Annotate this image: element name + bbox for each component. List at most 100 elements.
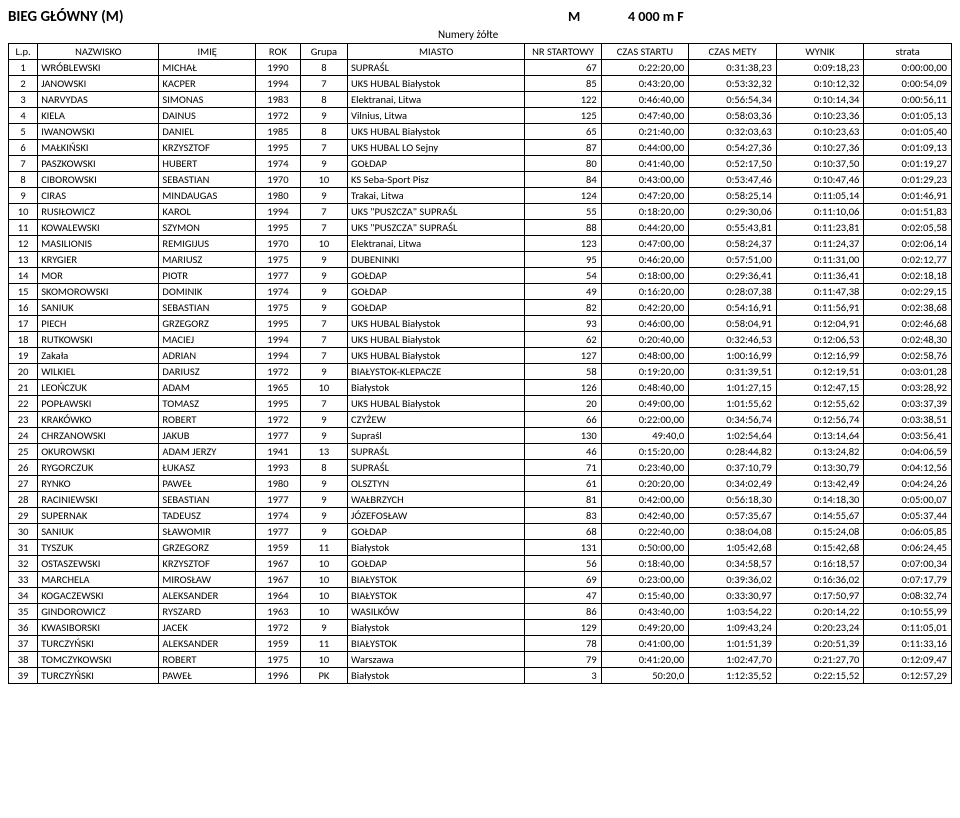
cell: 1967 [255,556,300,572]
cell: 33 [9,572,38,588]
cell: JAKUB [159,428,256,444]
cell: 30 [9,524,38,540]
cell: 1977 [255,428,300,444]
cell: 10 [300,172,347,188]
cell: TYSZUK [38,540,159,556]
cell: 0:03:01,28 [864,364,952,380]
cell: 0:14:55,67 [776,508,864,524]
cell: TURCZYŃSKI [38,668,159,684]
cell: 0:06:24,45 [864,540,952,556]
cell: ADRIAN [159,348,256,364]
cell: 1959 [255,540,300,556]
cell: 79 [525,652,601,668]
cell: CIRAS [38,188,159,204]
table-row: 3NARVYDASSIMONAS19838Elektranai, Litwa12… [9,92,952,108]
cell: PIOTR [159,268,256,284]
cell: RYGORCZUK [38,460,159,476]
cell: 1:02:47,70 [689,652,777,668]
cell: 0:15:20,00 [601,444,689,460]
cell: 13 [300,444,347,460]
table-row: 33MARCHELAMIROSŁAW196710BIAŁYSTOK690:23:… [9,572,952,588]
cell: 1995 [255,396,300,412]
cell: 1994 [255,348,300,364]
cell: GOŁDAP [347,268,524,284]
cell: 0:14:18,30 [776,492,864,508]
cell: MOR [38,268,159,284]
table-row: 21LEOŃCZUKADAM196510Białystok1260:48:40,… [9,380,952,396]
table-row: 9CIRASMINDAUGAS19809Trakai, Litwa1240:47… [9,188,952,204]
cell: 28 [9,492,38,508]
cell: DAINUS [159,108,256,124]
cell: 0:06:05,85 [864,524,952,540]
cell: 26 [9,460,38,476]
cell: 0:41:00,00 [601,636,689,652]
cell: 1996 [255,668,300,684]
cell: GINDOROWICZ [38,604,159,620]
cell: 0:01:05,13 [864,108,952,124]
cell: 0:03:38,51 [864,412,952,428]
cell: 0:53:47,46 [689,172,777,188]
cell: 0:10:37,50 [776,156,864,172]
cell: POPŁAWSKI [38,396,159,412]
cell: UKS HUBAL Białystok [347,348,524,364]
table-row: 20WILKIELDARIUSZ19729BIAŁYSTOK-KLEPACZE5… [9,364,952,380]
cell: 0:02:48,30 [864,332,952,348]
cell: Białystok [347,668,524,684]
cell: DARIUSZ [159,364,256,380]
cell: 0:18:20,00 [601,204,689,220]
table-row: 7PASZKOWSKIHUBERT19749GOŁDAP800:41:40,00… [9,156,952,172]
cell: 0:55:43,81 [689,220,777,236]
cell: 0:03:37,39 [864,396,952,412]
cell: ADAM JERZY [159,444,256,460]
cell: 1965 [255,380,300,396]
cell: GRZEGORZ [159,316,256,332]
cell: 11 [300,540,347,556]
cell: 1974 [255,508,300,524]
cell: 0:04:12,56 [864,460,952,476]
cell: KWASIBORSKI [38,620,159,636]
cell: 9 [300,524,347,540]
cell: Białystok [347,620,524,636]
cell: 9 [300,508,347,524]
table-row: 30SANIUKSŁAWOMIR19779GOŁDAP680:22:40,000… [9,524,952,540]
cell: 0:49:20,00 [601,620,689,636]
gender-label: M [568,8,628,25]
cell: 0:05:00,07 [864,492,952,508]
cell: 0:54:27,36 [689,140,777,156]
cell: 0:03:28,92 [864,380,952,396]
cell: 0:05:37,44 [864,508,952,524]
cell: 0:48:00,00 [601,348,689,364]
cell: 11 [300,636,347,652]
cell: 61 [525,476,601,492]
cell: 127 [525,348,601,364]
cell: 9 [300,188,347,204]
cell: 1980 [255,188,300,204]
cell: OLSZTYN [347,476,524,492]
cell: 3 [525,668,601,684]
cell: 1995 [255,220,300,236]
cell: Białystok [347,540,524,556]
table-row: 23KRAKÓWKOROBERT19729CZYŻEW660:22:00,000… [9,412,952,428]
cell: 10 [300,556,347,572]
cell: KAROL [159,204,256,220]
cell: 49 [525,284,601,300]
cell: 0:10:23,36 [776,108,864,124]
cell: 1985 [255,124,300,140]
table-row: 32OSTASZEWSKIKRZYSZTOF196710GOŁDAP560:18… [9,556,952,572]
cell: BIAŁYSTOK-KLEPACZE [347,364,524,380]
cell: 8 [300,92,347,108]
cell: JACEK [159,620,256,636]
cell: 0:11:56,91 [776,300,864,316]
cell: 32 [9,556,38,572]
table-row: 38TOMCZYKOWSKIROBERT197510Warszawa790:41… [9,652,952,668]
cell: 55 [525,204,601,220]
cell: 1:12:35,52 [689,668,777,684]
cell: 125 [525,108,601,124]
cell: 9 [300,156,347,172]
cell: 0:58:03,36 [689,108,777,124]
cell: UKS HUBAL Białystok [347,124,524,140]
cell: 1980 [255,476,300,492]
subhead-label: Numery żółte [438,28,952,41]
cell: ROBERT [159,412,256,428]
cell: 0:34:56,74 [689,412,777,428]
